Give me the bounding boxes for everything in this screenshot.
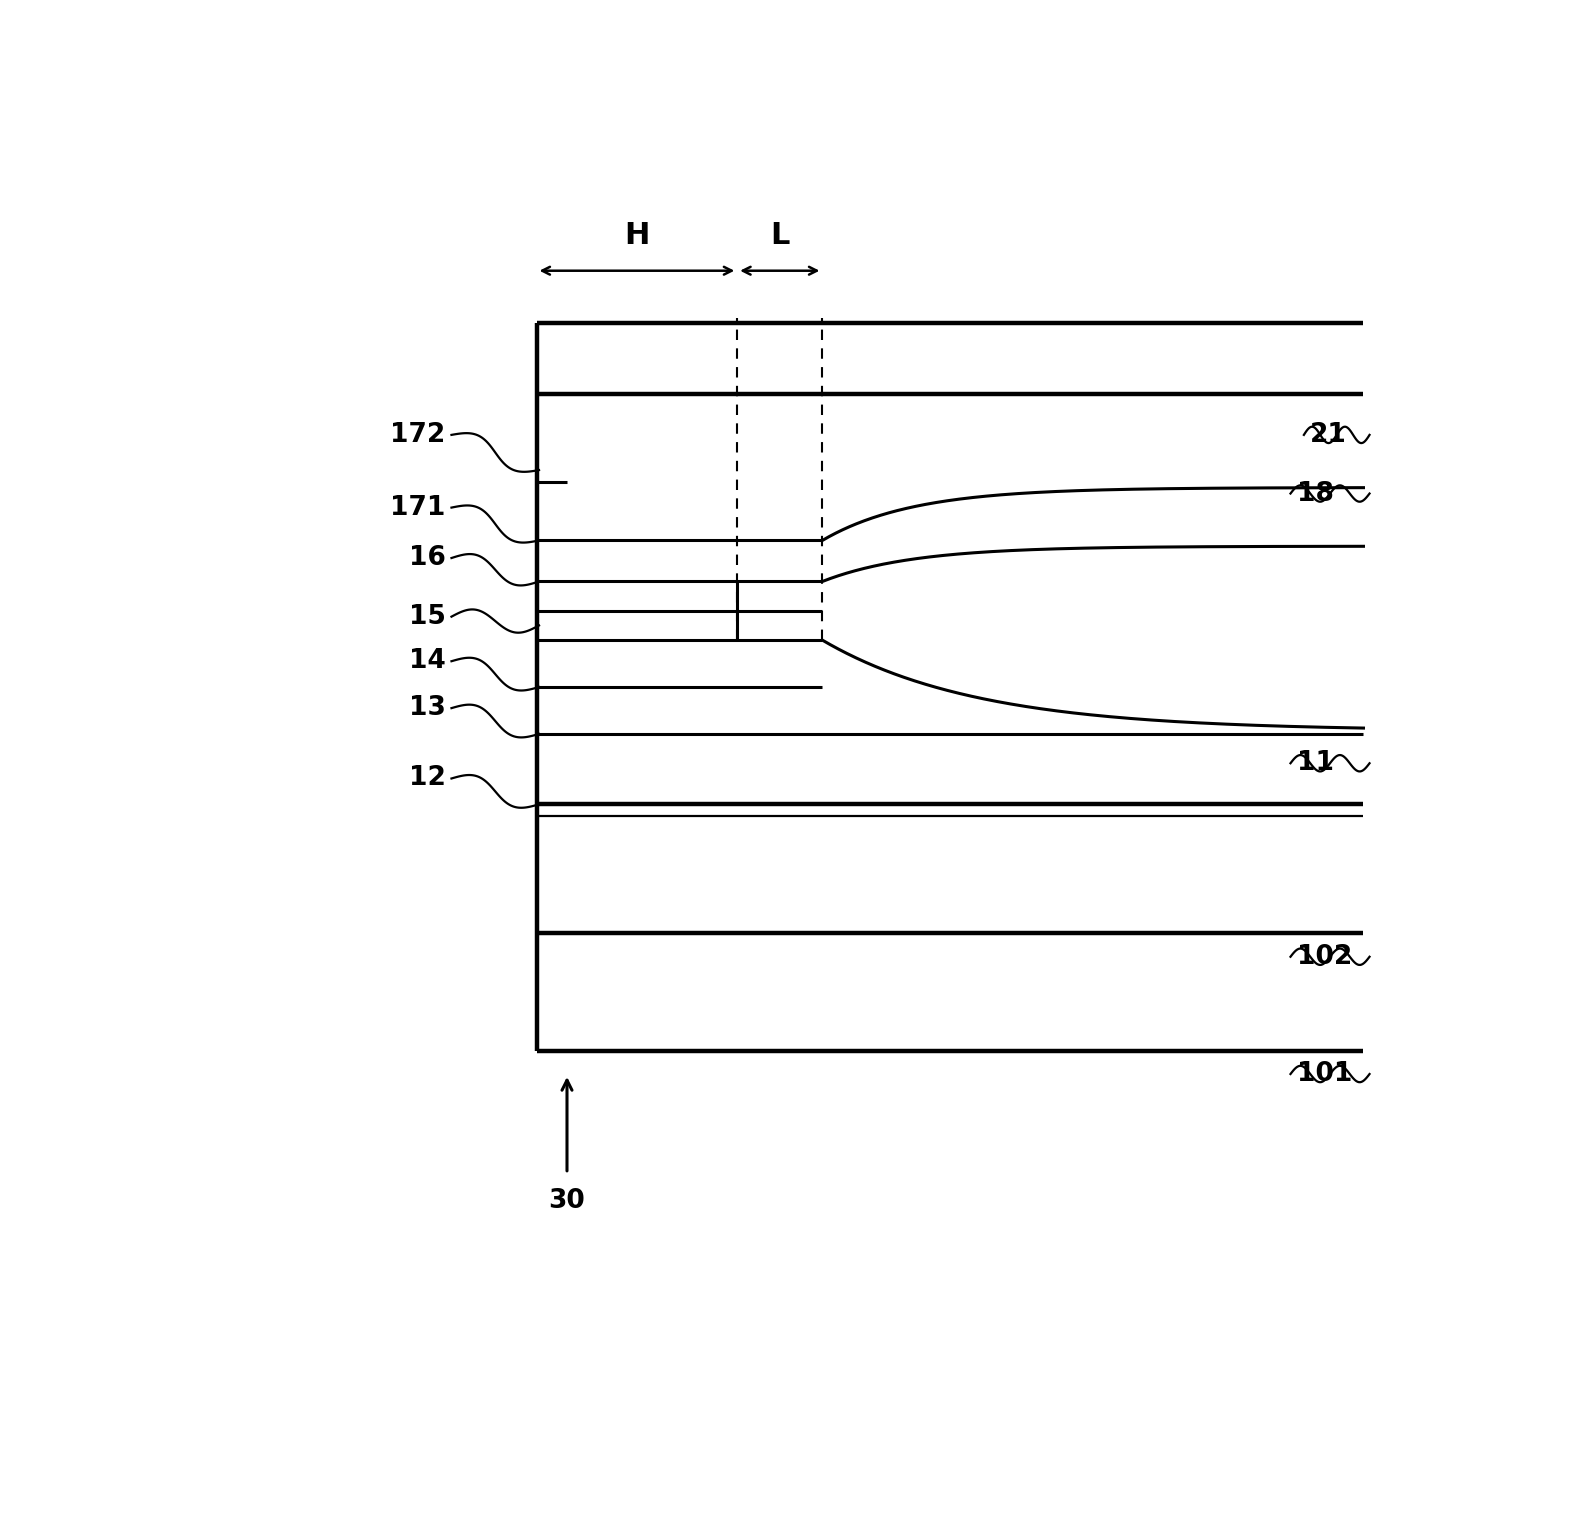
Text: 16: 16 [408,545,446,571]
Text: 30: 30 [549,1188,585,1214]
Text: 11: 11 [1296,751,1334,777]
Text: 14: 14 [408,649,446,675]
Text: 15: 15 [408,603,446,629]
Text: 21: 21 [1310,422,1346,448]
Text: 12: 12 [408,766,446,792]
Text: 171: 171 [391,495,446,521]
Text: 102: 102 [1296,944,1352,970]
Text: 172: 172 [391,422,446,448]
Text: 101: 101 [1296,1062,1352,1087]
Text: 13: 13 [408,694,446,720]
Text: H: H [624,221,650,250]
Text: 18: 18 [1296,481,1334,507]
Text: L: L [770,221,789,250]
